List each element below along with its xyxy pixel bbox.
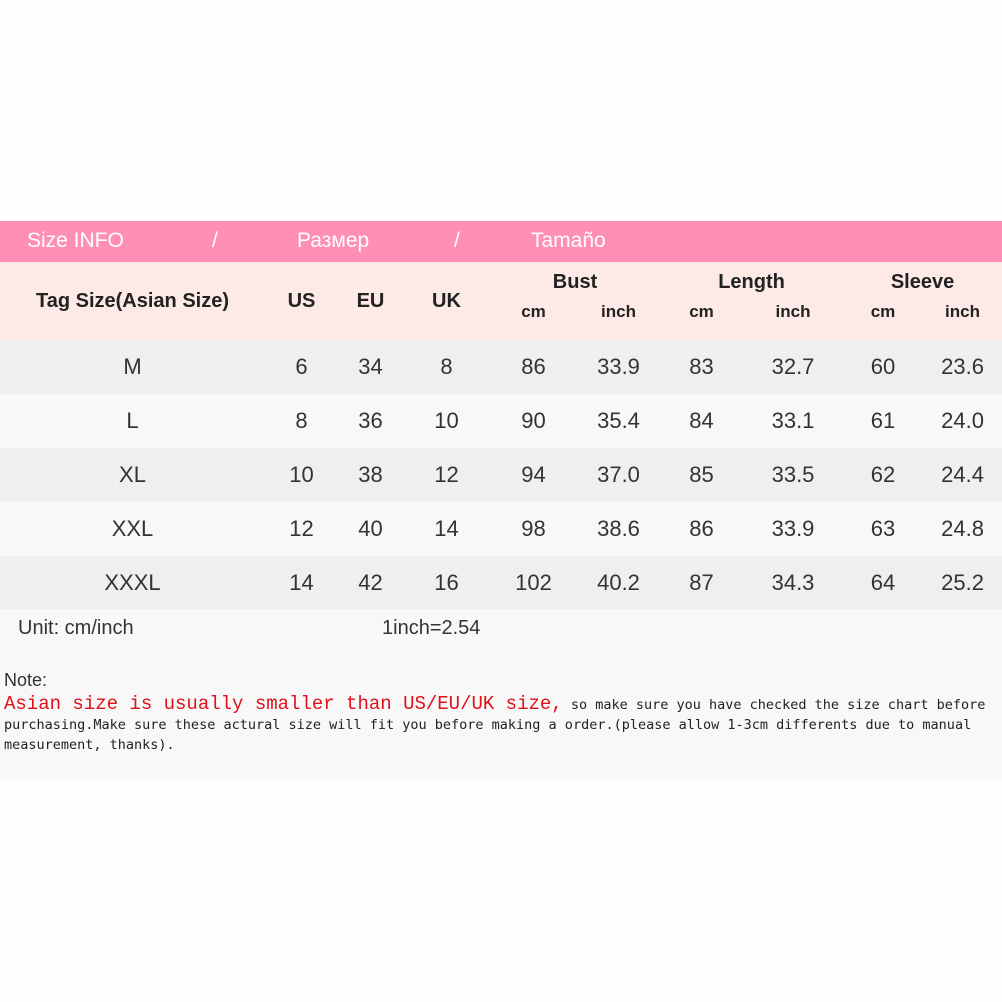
cell-sleeve-cm: 62 xyxy=(870,462,896,487)
cell-us: 12 xyxy=(289,516,314,541)
cell-sleeve-inch: 23.6 xyxy=(941,354,984,379)
cell-tag-size: L xyxy=(126,408,139,433)
cell-length-cm: 84 xyxy=(689,408,714,433)
cell-sleeve-cm: 64 xyxy=(870,570,896,595)
note-body: so make sure you have checked the size c… xyxy=(4,697,986,753)
cell-bust-cm: 94 xyxy=(521,462,546,487)
table-row: XXXL 14 42 16 102 40.2 87 34.3 64 25.2 xyxy=(0,556,1002,610)
cell-uk: 8 xyxy=(440,354,453,379)
cell-eu: 42 xyxy=(358,570,383,595)
unit-label: Unit: cm/inch xyxy=(18,617,134,639)
cell-sleeve-inch: 24.8 xyxy=(941,516,984,541)
cell-sleeve-cm: 60 xyxy=(870,354,896,379)
header-bust-inch: inch xyxy=(601,302,636,321)
note-text: Asian size is usually smaller than US/EU… xyxy=(4,694,999,755)
header-tag-size: Tag Size(Asian Size) xyxy=(35,289,229,312)
header-length-cm: cm xyxy=(689,302,714,321)
table-row: M 6 34 8 86 33.9 83 32.7 60 23.6 xyxy=(0,340,1002,394)
cell-uk: 12 xyxy=(434,462,459,487)
cell-length-cm: 86 xyxy=(689,516,714,541)
header-us: US xyxy=(287,289,316,312)
cell-length-inch: 32.7 xyxy=(771,354,815,379)
note-heading: Note: xyxy=(4,670,48,690)
cell-length-cm: 87 xyxy=(689,570,714,595)
footer-area xyxy=(0,611,1002,781)
cell-bust-cm: 86 xyxy=(521,354,546,379)
cell-eu: 40 xyxy=(358,516,383,541)
cell-eu: 34 xyxy=(358,354,383,379)
cell-tag-size: XXXL xyxy=(104,570,161,595)
cell-bust-cm: 98 xyxy=(521,516,546,541)
cell-bust-inch: 35.4 xyxy=(597,408,640,433)
title-banner: Size INFO / Размер / Tamaño xyxy=(0,221,1002,262)
cell-us: 14 xyxy=(289,570,314,595)
header-length-inch: inch xyxy=(775,302,811,321)
cell-bust-inch: 38.6 xyxy=(597,516,640,541)
header-length: Length xyxy=(718,270,785,293)
header-bust-cm: cm xyxy=(521,302,546,321)
cell-us: 8 xyxy=(295,408,308,433)
title-english: Size INFO xyxy=(27,229,124,252)
cell-uk: 16 xyxy=(434,570,459,595)
cell-bust-inch: 40.2 xyxy=(597,570,640,595)
header-sleeve-inch: inch xyxy=(945,302,980,321)
note-highlight: Asian size is usually smaller than US/EU… xyxy=(4,693,563,715)
cell-bust-inch: 33.9 xyxy=(597,354,640,379)
cell-eu: 38 xyxy=(358,462,383,487)
cell-sleeve-cm: 63 xyxy=(870,516,896,541)
cell-length-inch: 33.9 xyxy=(771,516,815,541)
table-row: L 8 36 10 90 35.4 84 33.1 61 24.0 xyxy=(0,394,1002,448)
cell-tag-size: XL xyxy=(119,462,146,487)
table-row: XL 10 38 12 94 37.0 85 33.5 62 24.4 xyxy=(0,448,1002,502)
cell-uk: 14 xyxy=(434,516,459,541)
header-eu: EU xyxy=(356,289,385,312)
cell-length-inch: 33.5 xyxy=(771,462,815,487)
header-sleeve-cm: cm xyxy=(870,302,896,321)
title-spanish: Tamaño xyxy=(531,229,606,252)
cell-sleeve-inch: 24.0 xyxy=(941,408,984,433)
cell-sleeve-inch: 24.4 xyxy=(941,462,984,487)
cell-tag-size: XXL xyxy=(111,516,154,541)
header-bust: Bust xyxy=(552,270,598,293)
cell-length-cm: 83 xyxy=(689,354,714,379)
title-separator: / xyxy=(454,229,460,252)
size-table: Tag Size(Asian Size) US EU UK Bust Lengt… xyxy=(0,262,1002,610)
conversion-label: 1inch=2.54 xyxy=(382,617,481,639)
title-separator: / xyxy=(212,229,218,252)
header-sleeve: Sleeve xyxy=(890,270,955,293)
table-row: XXL 12 40 14 98 38.6 86 33.9 63 24.8 xyxy=(0,502,1002,556)
header-uk: UK xyxy=(432,289,461,312)
cell-bust-cm: 102 xyxy=(515,570,552,595)
cell-length-cm: 85 xyxy=(689,462,714,487)
cell-length-inch: 34.3 xyxy=(771,570,815,595)
cell-bust-cm: 90 xyxy=(521,408,546,433)
cell-sleeve-cm: 61 xyxy=(870,408,896,433)
cell-bust-inch: 37.0 xyxy=(597,462,640,487)
cell-length-inch: 33.1 xyxy=(771,408,815,433)
cell-uk: 10 xyxy=(434,408,459,433)
title-russian: Размер xyxy=(297,229,370,252)
cell-us: 10 xyxy=(289,462,314,487)
cell-us: 6 xyxy=(295,354,308,379)
cell-eu: 36 xyxy=(358,408,383,433)
cell-tag-size: M xyxy=(123,354,142,379)
cell-sleeve-inch: 25.2 xyxy=(941,570,984,595)
